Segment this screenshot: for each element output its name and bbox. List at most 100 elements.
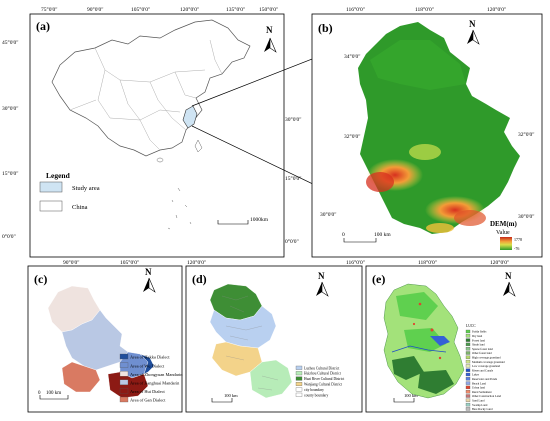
e-legend-label-5: Other forest land bbox=[472, 351, 492, 355]
study-area-highlight bbox=[182, 105, 198, 129]
c-legend-swatch-0 bbox=[119, 353, 129, 360]
b-bottom-tick-0: 116°0'0" bbox=[346, 259, 365, 266]
b-left-tick-0: 34°0'0" bbox=[344, 53, 360, 60]
c-scale-bar: 0 100 km bbox=[38, 391, 69, 400]
svg-text:100 km: 100 km bbox=[46, 391, 61, 396]
e-legend-label-8: Low coverage grassland bbox=[472, 364, 501, 368]
e-panel-label: (e) bbox=[372, 272, 385, 286]
e-scale-bar: 100 km bbox=[393, 393, 418, 403]
a-left-tick-1: 30°0'0" bbox=[2, 105, 18, 112]
d-legend-swatch-0 bbox=[295, 365, 303, 370]
b-scale-bar: 0 100 km bbox=[342, 232, 391, 243]
e-legend-label-11: Reservoirs and Ponds bbox=[472, 377, 498, 381]
d-legend-swatch-4 bbox=[295, 387, 303, 392]
e-legend-label-13: Urban land bbox=[472, 386, 485, 390]
d-legend-swatch-5 bbox=[295, 392, 303, 397]
province-lines bbox=[69, 39, 223, 151]
a-legend-title: Legend bbox=[46, 171, 71, 180]
b-bottom-tick-2: 120°0'0" bbox=[490, 259, 509, 266]
svg-text:1000km: 1000km bbox=[250, 217, 269, 223]
svg-text:100 km: 100 km bbox=[374, 232, 391, 238]
e-legend-label-10: Lakes bbox=[472, 373, 480, 377]
c-legend-swatch-3 bbox=[119, 379, 129, 385]
e-legend-label-15: Other Construction Land bbox=[472, 394, 501, 398]
d-scale-bar: 100 km bbox=[211, 393, 238, 403]
e-legend-swatch-10 bbox=[465, 372, 471, 377]
b-legend-high: 1778 bbox=[514, 237, 522, 242]
svg-text:100 km: 100 km bbox=[404, 393, 418, 398]
a-right-tick-1: 15°0'0" bbox=[285, 175, 301, 182]
d-region-luzhou bbox=[209, 305, 277, 349]
a-left-tick-3: 0°0'0" bbox=[2, 233, 16, 240]
china-outline bbox=[51, 19, 251, 157]
panel-c: (c) N 0 100 km Area of Hakka DialectArea… bbox=[27, 265, 183, 413]
b-left-tick-2: 30°0'0" bbox=[320, 211, 336, 218]
e-legend-label-9: Rivers and Canals bbox=[472, 368, 494, 372]
b-legend-ramp bbox=[500, 237, 512, 250]
svg-text:N: N bbox=[505, 271, 512, 281]
b-legend-title: DEM(m) bbox=[490, 220, 517, 228]
svg-text:N: N bbox=[469, 19, 476, 29]
c-legend: Area of Hakka Dialect Area of Wu Dialect A… bbox=[119, 353, 183, 403]
a-scale-bar: 1000km bbox=[217, 217, 269, 225]
d-panel-label: (d) bbox=[192, 272, 207, 286]
c-region-hakka bbox=[139, 353, 155, 375]
c-panel-label: (c) bbox=[34, 272, 47, 286]
e-legend-swatch-1 bbox=[465, 334, 471, 338]
panel-d: (d) N 100 km Luzhou Cultural District Hui… bbox=[185, 265, 363, 413]
e-legend-swatch-6 bbox=[465, 355, 471, 359]
e-north-arrow: N bbox=[503, 271, 516, 297]
c-legend-label-5: Area of Gan Dialect bbox=[130, 398, 166, 403]
c-legend-label-4: Area of Hui Dialect bbox=[130, 389, 166, 394]
e-legend-swatch-15 bbox=[465, 394, 471, 398]
e-legend-swatch-17 bbox=[465, 402, 471, 407]
c-legend-swatch-1 bbox=[119, 362, 129, 368]
svg-text:N: N bbox=[266, 25, 273, 35]
a-top-tick-5: 150°0'0" bbox=[259, 6, 278, 13]
c-legend-label-0: Area of Hakka Dialect bbox=[130, 355, 170, 360]
e-legend-swatch-16 bbox=[465, 398, 471, 402]
d-region-huizhou bbox=[249, 359, 293, 399]
e-legend-label-18: Bare Rocky Land bbox=[472, 407, 493, 411]
d-north-arrow: N bbox=[316, 271, 329, 297]
c-legend-swatch-5 bbox=[119, 396, 129, 403]
e-legend-label-0: Paddy fields bbox=[472, 330, 487, 334]
e-legend-title: LUCC bbox=[466, 324, 476, 328]
d-legend-label-2: Huai River Cultural District bbox=[304, 377, 344, 381]
b-bottom-tick-1: 118°0'0" bbox=[418, 259, 437, 266]
e-legend-swatch-5 bbox=[465, 351, 471, 355]
b-right-tick-0: 32°0'0" bbox=[518, 131, 534, 138]
c-legend-label-3: Area of Jianghuai Mandarin bbox=[130, 381, 180, 386]
e-legend-swatch-0 bbox=[465, 329, 471, 334]
a-top-tick-4: 135°0'0" bbox=[226, 6, 245, 13]
d-legend: Luzhou Cultural District Huizhou Cultural… bbox=[295, 365, 344, 397]
a-bottom-tick-2: 120°0'0" bbox=[187, 259, 206, 266]
c-legend-swatch-4 bbox=[119, 388, 129, 394]
e-legend-swatch-7 bbox=[465, 359, 471, 364]
e-legend-swatch-9 bbox=[465, 368, 471, 372]
e-legend-label-17: Swamp Land bbox=[472, 403, 488, 407]
e-legend-swatch-4 bbox=[465, 347, 471, 351]
e-legend-swatch-3 bbox=[465, 342, 471, 347]
d-county-boundaries bbox=[221, 295, 279, 391]
b-top-tick-1: 118°0'0" bbox=[415, 6, 434, 13]
a-north-arrow: N bbox=[264, 25, 277, 53]
a-legend-label-china: China bbox=[72, 204, 88, 211]
b-legend-low: -76 bbox=[514, 246, 519, 251]
e-legend-label-1: Dry land bbox=[472, 334, 483, 338]
a-legend-swatch-study bbox=[39, 181, 63, 193]
d-legend-swatch-2 bbox=[295, 376, 303, 381]
a-right-tick-2: 0°0'0" bbox=[285, 238, 299, 245]
e-legend-label-6: High coverage grassland bbox=[472, 356, 501, 360]
e-lake-chaohu bbox=[430, 336, 450, 346]
d-legend-swatch-3 bbox=[295, 382, 303, 386]
e-legend-label-7: Medium coverage grassland bbox=[472, 360, 505, 364]
d-legend-label-1: Huizhou Cultural District bbox=[304, 372, 341, 376]
svg-text:100 km: 100 km bbox=[224, 393, 238, 398]
d-legend-label-5: county boundary bbox=[304, 393, 328, 397]
c-legend-label-2: Area of Zhongyuan Mandarin bbox=[130, 372, 183, 377]
e-legend-label-16: Sand Land bbox=[472, 399, 485, 403]
b-panel-label: (b) bbox=[318, 21, 333, 35]
a-left-tick-0: 45°0'0" bbox=[2, 39, 18, 46]
